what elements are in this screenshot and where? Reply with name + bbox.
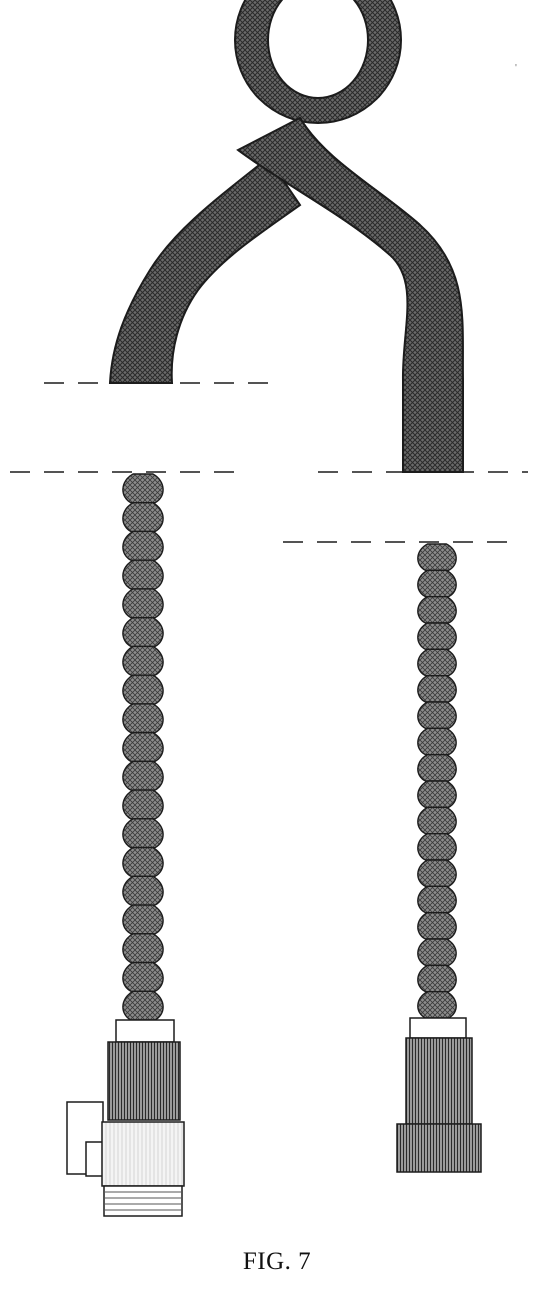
left-hose-segment [123,848,163,877]
left-hose-segment [123,905,163,934]
left-hose-segment [123,963,163,992]
left-hose-segment [123,618,163,647]
right-fitting [397,1018,481,1172]
left-hose-segment [123,531,163,560]
right-hose-segment [418,649,456,675]
right-hose-segment [418,913,456,939]
right-hose-segment [418,834,456,860]
right-hose-segment [418,992,456,1018]
looped-hose [110,0,463,472]
left-hose-segment [123,503,163,532]
hose-left-leg [110,158,300,383]
left-fitting-thread [104,1186,182,1216]
left-hose-segment [123,790,163,819]
left-hose-segment [123,761,163,790]
right-hose-segment [418,755,456,781]
corner-mark: ' [515,63,517,74]
left-hose-segment [123,733,163,762]
right-hose-segment [418,570,456,596]
right-hose-segment [418,860,456,886]
left-hose-segment [123,474,163,503]
left-hose-segment [123,704,163,733]
right-segmented-hose [418,544,456,1018]
right-hose-segment [418,623,456,649]
figure-caption: FIG. 7 [0,1248,554,1276]
right-hose-segment [418,676,456,702]
right-fitting-collar [410,1018,466,1038]
left-fitting-collar [116,1020,174,1042]
right-hose-segment [418,807,456,833]
right-hose-segment [418,702,456,728]
left-segmented-hose [123,474,163,1020]
right-fitting-knurled-nut [406,1038,472,1124]
left-hose-segment [123,675,163,704]
right-fitting-end-cap [397,1124,481,1172]
left-hose-segment [123,934,163,963]
right-hose-segment [418,965,456,991]
right-hose-segment [418,597,456,623]
right-hose-segment [418,728,456,754]
hose-loop-ring [235,0,401,123]
right-hose-segment [418,886,456,912]
left-hose-segment [123,819,163,848]
left-fitting-body [102,1122,184,1186]
left-hose-segment [123,646,163,675]
left-fitting-knurled-nut [108,1042,180,1120]
right-hose-segment [418,544,456,570]
left-hose-segment [123,991,163,1020]
right-hose-segment [418,781,456,807]
left-hose-segment [123,589,163,618]
right-hose-segment [418,939,456,965]
left-fitting [67,1020,184,1216]
left-hose-segment [123,560,163,589]
left-hose-segment [123,876,163,905]
